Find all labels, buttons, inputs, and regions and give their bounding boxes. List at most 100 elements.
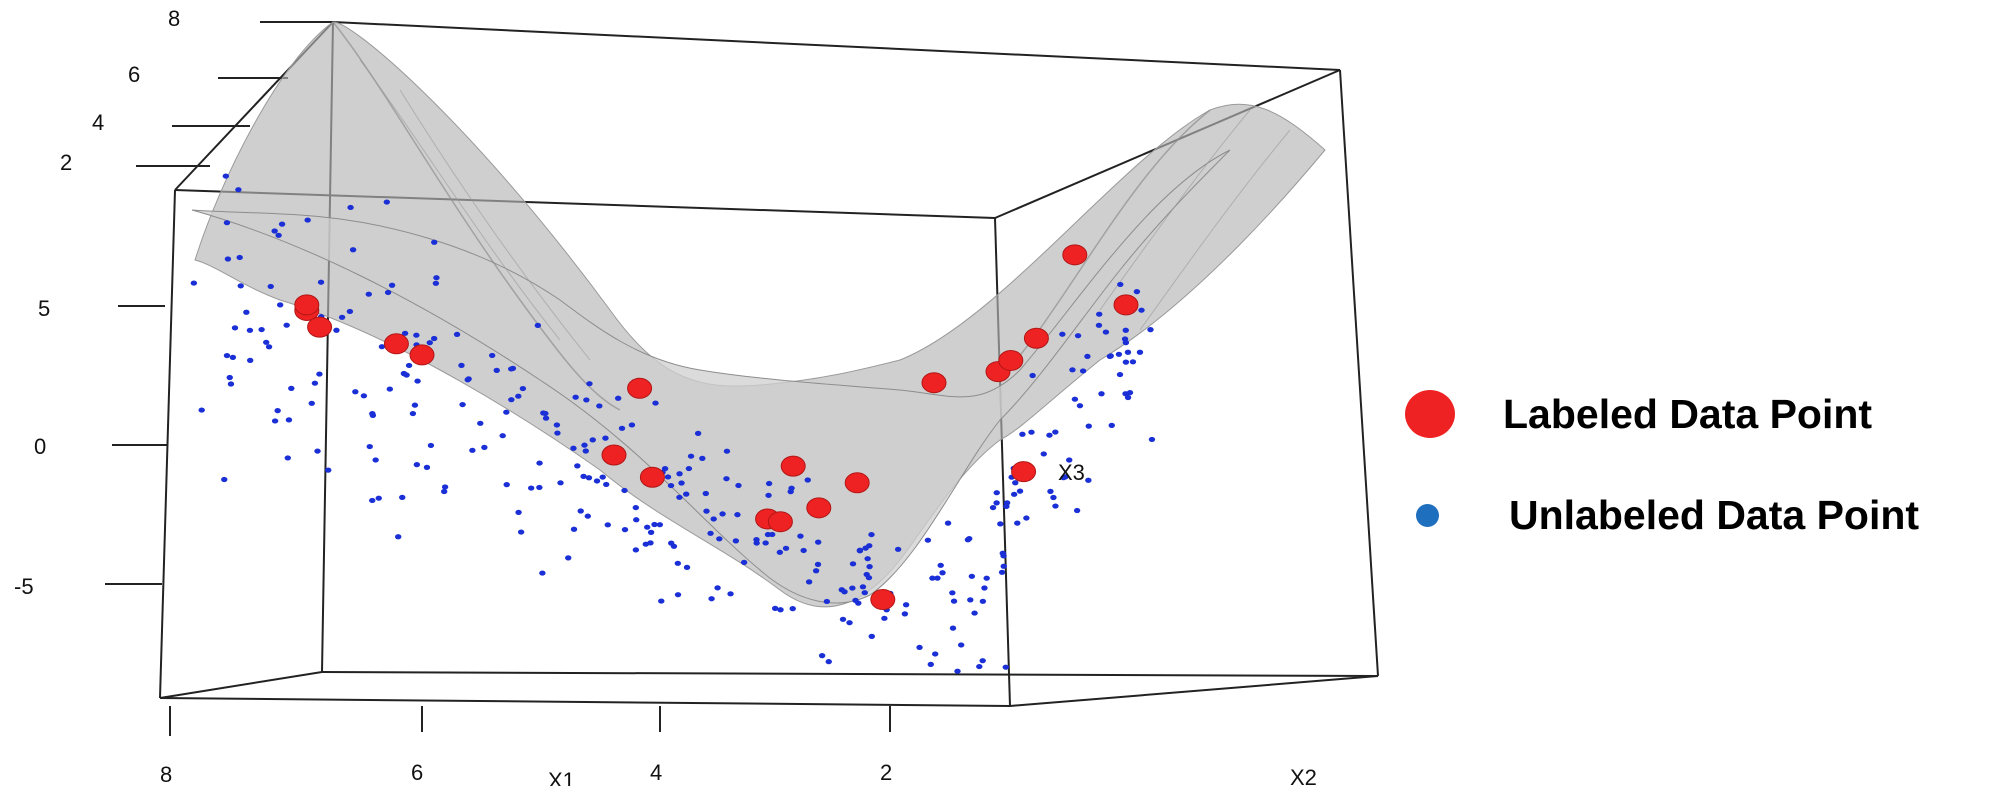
unlabeled-data-point xyxy=(258,326,265,333)
unlabeled-data-point xyxy=(274,408,281,414)
unlabeled-data-point xyxy=(431,239,438,245)
unlabeled-data-point xyxy=(642,541,649,547)
unlabeled-data-point xyxy=(788,485,795,491)
unlabeled-data-point xyxy=(1085,423,1092,429)
unlabeled-data-point xyxy=(1002,664,1009,670)
unlabeled-data-point xyxy=(570,445,577,451)
unlabeled-data-point xyxy=(235,187,242,193)
unlabeled-data-point xyxy=(1012,480,1019,486)
unlabeled-data-point xyxy=(411,402,419,408)
unlabeled-data-point xyxy=(971,610,978,616)
unlabeled-data-point xyxy=(263,339,270,345)
unlabeled-data-point xyxy=(1108,422,1115,428)
labeled-data-point xyxy=(806,497,832,519)
unlabeled-data-point xyxy=(527,485,535,491)
x-axis-title: X1 xyxy=(548,768,575,786)
z-back-tick-label: 8 xyxy=(168,6,180,31)
unlabeled-data-point xyxy=(1071,396,1079,402)
unlabeled-data-point xyxy=(222,173,230,179)
unlabeled-data-point xyxy=(825,659,832,665)
unlabeled-data-point xyxy=(939,570,946,576)
unlabeled-data-point xyxy=(224,256,232,262)
unlabeled-data-point xyxy=(1095,322,1103,328)
unlabeled-data-point xyxy=(723,448,731,454)
unlabeled-data-point xyxy=(979,598,987,604)
unlabeled-data-point xyxy=(668,540,675,546)
unlabeled-data-point xyxy=(1016,488,1024,494)
unlabeled-data-point xyxy=(1047,488,1054,494)
unlabeled-data-point xyxy=(800,547,807,554)
unlabeled-data-point xyxy=(349,247,357,253)
labeled-data-point xyxy=(307,316,333,338)
unlabeled-data-point xyxy=(333,327,340,333)
unlabeled-data-point xyxy=(1133,289,1141,295)
unlabeled-data-point xyxy=(1000,563,1007,569)
unlabeled-data-point xyxy=(288,385,295,391)
unlabeled-data-point xyxy=(902,602,910,608)
unlabeled-data-point xyxy=(652,400,659,406)
unlabeled-data-point xyxy=(916,644,923,651)
unlabeled-data-point xyxy=(413,332,420,338)
unlabeled-data-point xyxy=(849,585,856,591)
unlabeled-data-point xyxy=(723,476,730,482)
unlabeled-data-point xyxy=(375,495,382,501)
unlabeled-data-point xyxy=(789,606,796,612)
unlabeled-data-point xyxy=(278,221,286,227)
unlabeled-data-point xyxy=(314,448,321,454)
unlabeled-data-point xyxy=(508,397,515,403)
unlabeled-data-point xyxy=(565,555,572,561)
unlabeled-data-point xyxy=(582,448,589,454)
unlabeled-data-point xyxy=(554,430,561,436)
unlabeled-data-point xyxy=(1023,515,1030,521)
unlabeled-data-point xyxy=(683,491,690,497)
unlabeled-data-point xyxy=(1122,359,1130,365)
unlabeled-data-point xyxy=(894,546,902,552)
unlabeled-data-point xyxy=(676,471,683,477)
unlabeled-data-point xyxy=(464,377,471,383)
unlabeled-data-point xyxy=(1062,474,1069,480)
unlabeled-data-point xyxy=(1040,451,1047,457)
unlabeled-data-point xyxy=(317,279,325,285)
unlabeled-data-point xyxy=(1148,436,1156,443)
unlabeled-data-point xyxy=(509,365,517,371)
unlabeled-data-point xyxy=(661,466,669,472)
unlabeled-data-point xyxy=(708,596,715,602)
unlabeled-data-point xyxy=(599,474,606,480)
labeled-data-point xyxy=(921,372,947,394)
unlabeled-data-point xyxy=(976,663,983,670)
unlabeled-data-point xyxy=(1117,281,1124,288)
unlabeled-data-point xyxy=(237,283,244,289)
unlabeled-data-point xyxy=(414,378,421,384)
unlabeled-data-point xyxy=(929,575,936,581)
unlabeled-data-point xyxy=(674,592,682,598)
unlabeled-data-point xyxy=(534,322,542,328)
unlabeled-data-point xyxy=(581,442,588,448)
unlabeled-data-point xyxy=(441,484,449,490)
unlabeled-data-point xyxy=(981,585,988,591)
unlabeled-data-point xyxy=(734,512,741,518)
unlabeled-data-point xyxy=(621,527,629,533)
unlabeled-data-point xyxy=(384,289,392,296)
unlabeled-data-point xyxy=(707,530,714,536)
unlabeled-data-point xyxy=(267,283,274,290)
unlabeled-data-point xyxy=(732,538,740,544)
unlabeled-data-point xyxy=(221,476,228,483)
z-tick-label: -5 xyxy=(14,574,34,599)
unlabeled-data-point xyxy=(932,651,939,657)
labeled-data-point xyxy=(294,294,320,316)
unlabeled-data-point xyxy=(964,537,972,543)
labeled-point-marker-icon xyxy=(1405,390,1455,438)
unlabeled-data-point xyxy=(699,455,706,461)
unlabeled-data-point xyxy=(325,467,332,473)
unlabeled-data-point xyxy=(651,521,658,528)
unlabeled-data-point xyxy=(227,381,235,387)
legend-item-labeled: Labeled Data Point xyxy=(1405,390,1872,438)
unlabeled-data-point xyxy=(1074,333,1082,339)
unlabeled-data-point xyxy=(383,199,391,205)
unlabeled-data-point xyxy=(924,537,932,543)
unlabeled-data-point xyxy=(664,474,672,480)
labeled-data-point xyxy=(383,333,409,355)
regression-surface xyxy=(191,21,1326,608)
unlabeled-data-point xyxy=(574,463,581,469)
unlabeled-data-point xyxy=(477,420,484,426)
